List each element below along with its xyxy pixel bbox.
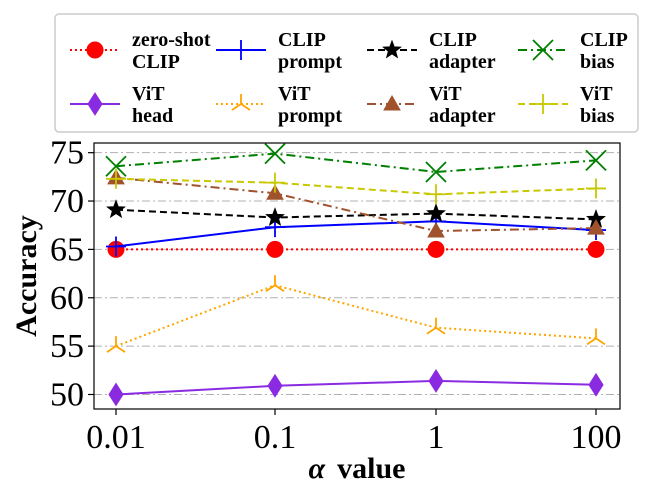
- legend-item: CLIP adapter: [367, 29, 496, 73]
- legend-label: CLIP prompt: [278, 29, 342, 73]
- legend-item: ViT prompt: [216, 83, 342, 127]
- legend-marker: [383, 94, 401, 111]
- data-point: [587, 240, 605, 258]
- data-point: [426, 317, 446, 335]
- series-line: [115, 284, 597, 348]
- x-ticks: 0.01 0.1 1 100: [86, 409, 622, 456]
- legend-marker: [231, 94, 251, 111]
- data-point: [106, 168, 126, 189]
- data-point: [426, 184, 446, 205]
- y-tick-label: 50: [50, 376, 84, 413]
- data-point: [264, 143, 286, 165]
- data-point: [267, 373, 283, 398]
- y-axis-label: Accuracy: [10, 215, 43, 337]
- data-point: [105, 155, 127, 177]
- y-ticks: 50 55 60 65 70 75: [50, 135, 94, 413]
- legend-label: CLIP bias: [580, 29, 628, 73]
- data-point: [588, 372, 604, 397]
- data-point: [425, 161, 447, 183]
- y-tick-label: 55: [50, 328, 84, 365]
- legend-item: zero-shot CLIP: [70, 29, 211, 73]
- y-tick-label: 70: [50, 183, 84, 220]
- legend-item: ViT head: [70, 83, 173, 127]
- series-line: [115, 152, 597, 174]
- y-tick-label: 75: [50, 135, 84, 172]
- legend-item: CLIP bias: [518, 29, 628, 73]
- data-point: [427, 240, 445, 258]
- grid: [94, 152, 620, 395]
- x-tick-label: 0.01: [86, 419, 146, 456]
- legend-frame: [54, 13, 639, 133]
- series-vit-bias: [106, 168, 606, 205]
- y-tick-label: 60: [50, 280, 84, 317]
- data-point: [265, 207, 285, 226]
- data-point: [106, 336, 126, 353]
- legend-marker: [86, 41, 104, 59]
- legend-marker: [87, 92, 103, 116]
- axes: [93, 142, 621, 410]
- legend-label: ViT bias: [580, 83, 615, 127]
- legend-item: ViT adapter: [367, 83, 496, 127]
- series-clip-prompt: [106, 211, 606, 257]
- legend-item: ViT bias: [518, 83, 615, 127]
- data-point: [265, 172, 285, 193]
- x-axis-symbol: α: [309, 452, 326, 485]
- data-point: [426, 203, 446, 223]
- legend: zero-shot CLIP ViT head CLIP prompt ViT prompt C…: [54, 13, 639, 133]
- legend-marker: [231, 40, 251, 60]
- data-point: [266, 240, 284, 258]
- legend-label: ViT prompt: [278, 83, 342, 127]
- legend-label: ViT head: [132, 83, 173, 127]
- data-point: [428, 369, 444, 393]
- legend-marker: [532, 39, 554, 61]
- series-line: [115, 220, 597, 248]
- series-line: [115, 208, 597, 221]
- series-line: [115, 379, 597, 396]
- data-point: [427, 222, 445, 238]
- legend-item: CLIP prompt: [216, 29, 342, 73]
- x-tick-label: 100: [571, 419, 622, 456]
- series-clip-bias: [105, 143, 607, 183]
- series-vit-head: [108, 369, 604, 407]
- legend-label: CLIP adapter: [429, 29, 496, 73]
- data-point: [585, 149, 607, 172]
- series-line: [115, 177, 597, 196]
- series-line: [115, 176, 597, 233]
- x-tick-label: 0.1: [254, 419, 297, 456]
- series: [105, 143, 607, 407]
- data-point: [106, 199, 126, 219]
- legend-label: ViT adapter: [429, 83, 496, 127]
- x-axis-label: α value: [309, 452, 406, 485]
- data-point: [106, 236, 126, 257]
- y-tick-label: 65: [50, 231, 84, 268]
- data-point: [586, 178, 606, 199]
- legend-marker: [382, 39, 402, 59]
- series-clip-adapter: [106, 199, 606, 228]
- x-axis-text: value: [337, 452, 405, 485]
- plot-frame: [93, 142, 621, 410]
- series-vit-prompt: [106, 275, 606, 353]
- legend-marker: [533, 94, 553, 114]
- data-point: [108, 382, 124, 407]
- data-point: [586, 328, 606, 346]
- data-point: [265, 275, 285, 292]
- legend-label: zero-shot CLIP: [132, 29, 211, 73]
- data-point: [587, 219, 605, 235]
- x-tick-label: 1: [428, 419, 445, 456]
